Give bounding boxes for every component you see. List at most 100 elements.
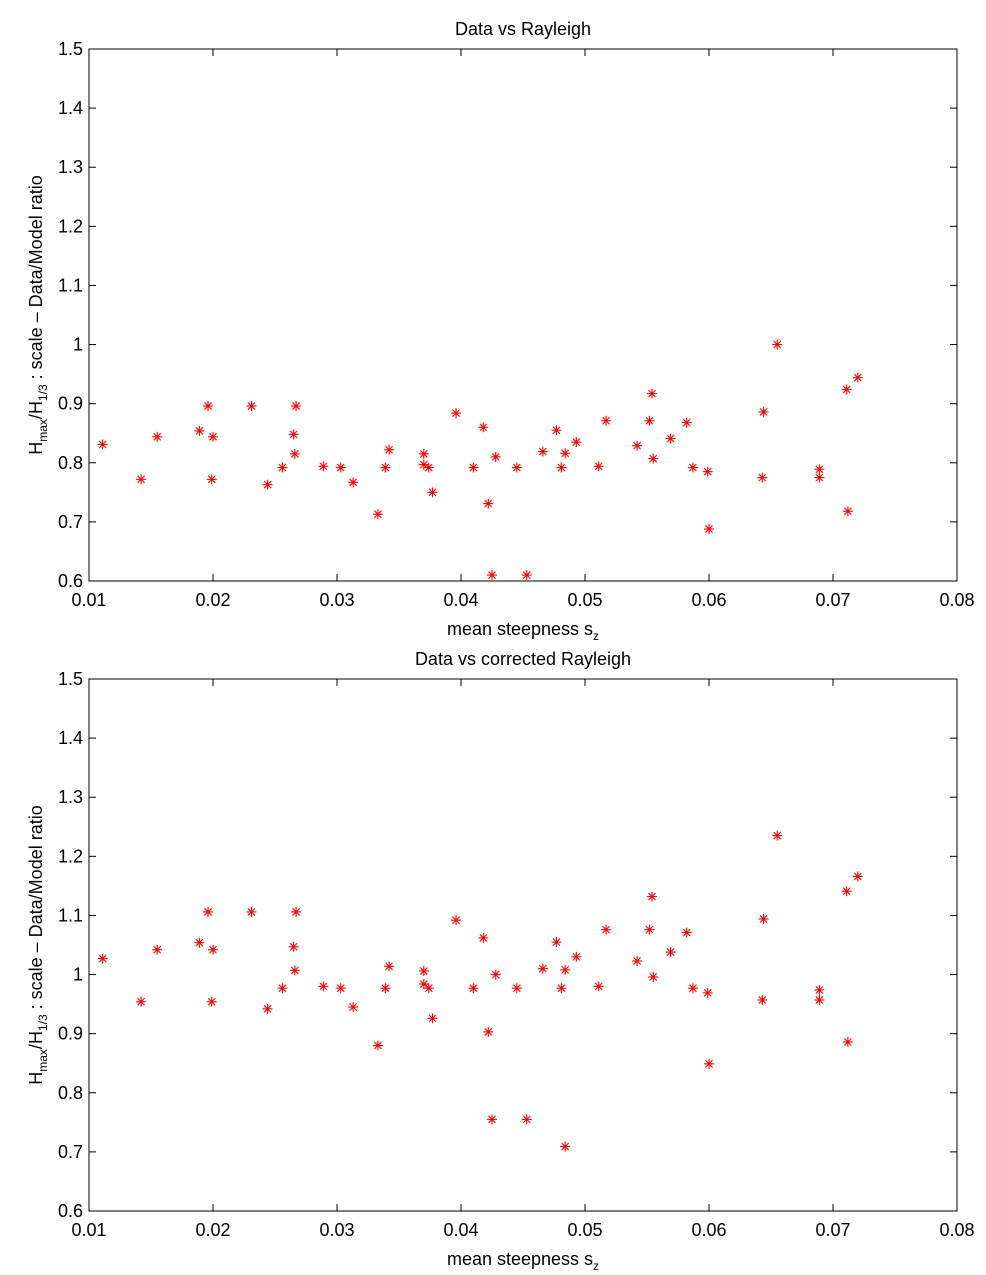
data-point <box>644 924 655 935</box>
chart-2: 0.01 0.02 0.03 0.04 0.05 0.06 0.07 0.08 0.6 0.7 0.… <box>26 649 975 1273</box>
data-point <box>758 406 769 417</box>
data-point <box>372 509 383 520</box>
y-tick-label: 1.1 <box>58 275 83 295</box>
data-point <box>560 448 571 459</box>
data-point <box>97 439 108 450</box>
data-point <box>560 964 571 975</box>
y-tick-label: 1.1 <box>58 905 83 925</box>
data-point <box>478 932 489 943</box>
data-point <box>511 983 522 994</box>
data-point <box>665 433 676 444</box>
data-point <box>203 906 214 917</box>
x-tick-label: 0.08 <box>939 590 974 610</box>
data-point <box>593 981 604 992</box>
data-point <box>571 951 582 962</box>
y-tick-label: 0.9 <box>58 394 83 414</box>
data-point <box>335 462 346 473</box>
data-point <box>288 429 299 440</box>
data-point <box>852 372 863 383</box>
data-point <box>384 961 395 972</box>
data-point <box>246 906 257 917</box>
data-point <box>593 461 604 472</box>
data-point <box>842 506 853 517</box>
x-tick-label: 0.07 <box>815 1220 850 1240</box>
data-point <box>702 466 713 477</box>
data-point <box>483 1026 494 1037</box>
data-point <box>380 983 391 994</box>
y-axis-label-subscript: 1/3 <box>36 384 50 401</box>
y-tick-label: 1.4 <box>58 728 83 748</box>
data-point <box>206 996 217 1007</box>
data-point <box>289 965 300 976</box>
plot-frame <box>88 678 958 1212</box>
data-point <box>372 1040 383 1051</box>
data-point <box>246 401 257 412</box>
y-axis-label: Hmax/H1/3 : scale – Data/Model ratio <box>26 175 50 454</box>
data-point <box>521 1114 532 1125</box>
data-point <box>348 477 359 488</box>
y-tick-label: 1.4 <box>58 98 83 118</box>
data-point <box>490 969 501 980</box>
data-point <box>418 979 429 990</box>
data-point <box>487 1114 497 1125</box>
data-point <box>152 944 163 955</box>
y-axis-label-subscript: max <box>36 419 50 442</box>
y-axis-label-part: H <box>26 442 46 455</box>
data-point <box>427 487 438 498</box>
y-tick-label: 0.7 <box>58 1142 83 1162</box>
data-point <box>291 906 302 917</box>
chart-title: Data vs corrected Rayleigh <box>415 649 631 669</box>
data-point <box>681 927 692 938</box>
data-point <box>814 984 825 995</box>
y-axis-label-subscript: 1/3 <box>36 1014 50 1031</box>
data-point <box>646 891 657 902</box>
data-point <box>194 425 205 436</box>
data-point <box>511 462 522 473</box>
chart-title: Data vs Rayleigh <box>455 19 591 39</box>
data-point <box>194 937 205 948</box>
data-point <box>601 415 612 426</box>
data-point <box>551 425 562 436</box>
data-point <box>203 401 214 412</box>
data-point <box>490 451 501 462</box>
data-point <box>772 339 783 350</box>
y-tick-label: 1.5 <box>58 39 83 59</box>
data-point <box>601 924 612 935</box>
data-point <box>478 422 489 433</box>
data-point <box>136 474 147 485</box>
data-point <box>852 871 863 882</box>
y-axis-label-part: : scale – Data/Model ratio <box>26 805 46 1014</box>
x-tick-label: 0.01 <box>71 1220 106 1240</box>
x-tick-label: 0.03 <box>319 590 354 610</box>
data-point <box>560 1141 571 1152</box>
data-point <box>262 479 273 490</box>
data-point <box>687 462 698 473</box>
data-point <box>772 830 783 841</box>
data-point <box>537 446 548 457</box>
data-point <box>451 915 462 926</box>
data-point <box>423 983 434 994</box>
data-point <box>384 444 395 455</box>
data-point <box>646 388 657 399</box>
x-axis-label: mean steepness sz <box>447 619 599 643</box>
x-tick-label: 0.05 <box>567 590 602 610</box>
data-point <box>277 462 288 473</box>
data-point <box>289 448 300 459</box>
data-point <box>687 983 698 994</box>
data-point <box>551 937 562 948</box>
data-point <box>814 464 825 475</box>
x-tick-label: 0.04 <box>443 590 478 610</box>
data-point <box>483 498 494 509</box>
y-tick-label: 1.2 <box>58 846 83 866</box>
data-point <box>842 1036 853 1047</box>
data-point <box>704 523 714 534</box>
data-point <box>262 1003 273 1014</box>
x-tick-label: 0.02 <box>195 590 230 610</box>
y-tick-label: 0.7 <box>58 512 83 532</box>
data-point <box>841 384 852 395</box>
y-axis-label: Hmax/H1/3 : scale – Data/Model ratio <box>26 805 50 1084</box>
y-axis-label-part: /H <box>26 401 46 419</box>
data-point <box>571 437 582 448</box>
x-tick-label: 0.07 <box>815 590 850 610</box>
